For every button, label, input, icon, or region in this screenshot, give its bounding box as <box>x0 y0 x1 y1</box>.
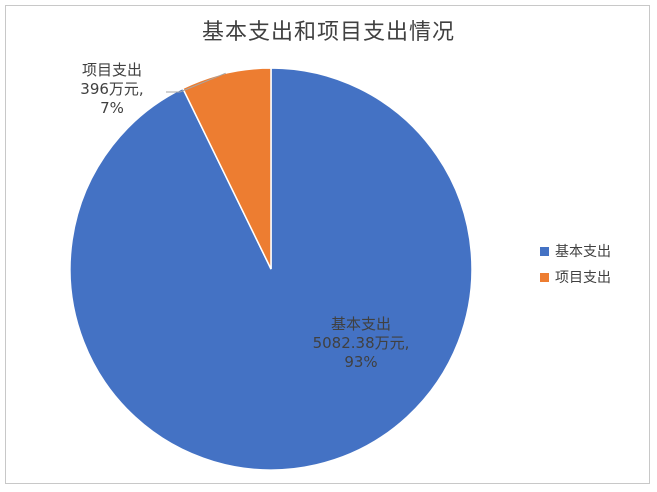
legend-swatch-basic <box>540 246 549 256</box>
leader-line-project <box>166 72 226 93</box>
legend-item-basic: 基本支出 <box>540 238 611 264</box>
legend-swatch-project <box>540 272 549 282</box>
legend-item-project: 项目支出 <box>540 264 611 290</box>
data-label-project: 项目支出 396万元, 7% <box>80 61 143 117</box>
legend-label-project: 项目支出 <box>555 270 611 286</box>
chart-title: 基本支出和项目支出情况 <box>201 20 455 45</box>
legend: 基本支出 项目支出 <box>540 238 611 290</box>
legend-label-basic: 基本支出 <box>555 244 611 260</box>
data-label-basic: 基本支出 5082.38万元, 93% <box>313 315 410 371</box>
